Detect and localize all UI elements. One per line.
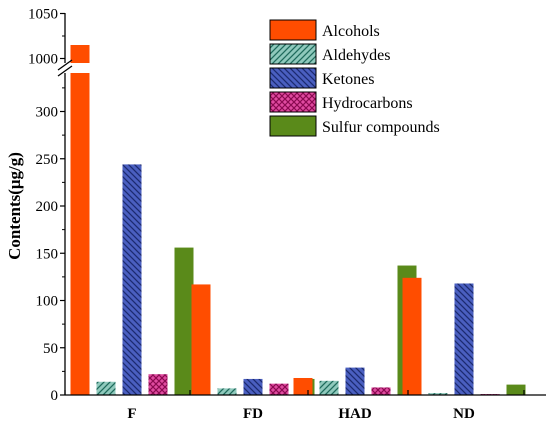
y-tick-label-1000: 1000 — [28, 52, 58, 68]
y-axis-title: Contents(μg/g) — [5, 152, 24, 260]
legend-label-aldehydes: Aldehydes — [322, 47, 390, 64]
x-tick-label-fd: FD — [243, 406, 263, 421]
y-tick-label-50: 50 — [43, 341, 58, 357]
legend-swatch-hydrocarbons — [269, 91, 317, 113]
axis-layer: F FD HAD ND 0 50 100 150 200 250 300 1000 1050 — [28, 7, 546, 421]
bar-hydrocarbons-had — [371, 387, 391, 395]
bar-aldehydes-f — [96, 381, 116, 395]
bar-ketones-had — [345, 367, 365, 395]
legend-swatch-aldehydes — [269, 43, 317, 65]
x-tick-label-f: F — [127, 406, 136, 421]
bar-aldehydes-had — [319, 380, 339, 395]
bar-aldehydes-fd — [217, 388, 237, 395]
bar-ketones-f — [122, 164, 142, 395]
legend-swatch-ketones — [269, 67, 317, 89]
y-tick-label-250: 250 — [36, 152, 59, 168]
bar-aldehydes-nd — [428, 393, 448, 395]
y-tick-label-1050: 1050 — [28, 7, 58, 23]
bars-layer — [55, 45, 526, 395]
legend: Alcohols Aldehydes Ketones Hydrocarbons Sulf… — [269, 19, 440, 137]
legend-label-alcohols: Alcohols — [322, 23, 380, 40]
bar-alcohols-nd — [402, 277, 422, 395]
x-tick-label-had: HAD — [338, 406, 372, 421]
legend-swatch-sulfur-compounds — [269, 115, 317, 137]
axis-break-mark-lower — [57, 65, 73, 77]
y-tick-label-0: 0 — [51, 388, 59, 404]
bar-alcohols-had — [293, 377, 313, 395]
legend-label-ketones: Ketones — [322, 71, 374, 88]
bar-ketones-nd — [454, 283, 474, 395]
legend-label-hydrocarbons: Hydrocarbons — [322, 95, 413, 112]
y-tick-label-150: 150 — [36, 246, 59, 262]
bar-ketones-fd — [243, 378, 263, 395]
bar-alcohols-fd — [191, 284, 211, 395]
axis-break-gap — [55, 63, 165, 73]
bar-sulfur-compounds-f — [174, 247, 194, 395]
y-tick-label-300: 300 — [36, 105, 59, 121]
y-tick-label-200: 200 — [36, 199, 59, 215]
legend-swatch-alcohols — [269, 19, 317, 41]
bar-hydrocarbons-f — [148, 374, 168, 395]
bar-hydrocarbons-fd — [269, 383, 289, 395]
bar-alcohols-f — [70, 45, 90, 395]
bar-sulfur-compounds-nd — [506, 384, 526, 395]
legend-label-sulfur-compounds: Sulfur compounds — [322, 119, 440, 136]
axis-break-mark-upper — [57, 59, 73, 71]
x-tick-label-nd: ND — [453, 406, 475, 421]
y-tick-label-100: 100 — [36, 294, 59, 310]
